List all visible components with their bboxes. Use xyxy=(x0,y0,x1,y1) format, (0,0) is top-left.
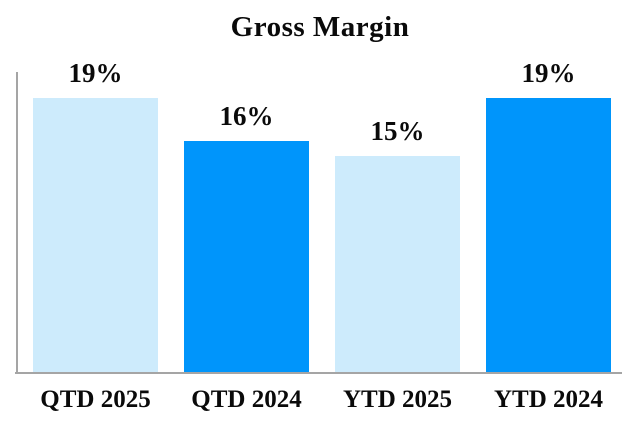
value-label: 15% xyxy=(370,116,425,146)
category-label: QTD 2025 xyxy=(40,386,151,413)
category-label: QTD 2024 xyxy=(191,386,302,413)
bar-qtd-2024 xyxy=(184,141,309,372)
value-label: 16% xyxy=(219,101,274,131)
bar-ytd-2025 xyxy=(335,156,460,372)
y-axis-line xyxy=(16,72,18,374)
category-label: YTD 2024 xyxy=(493,386,604,413)
value-label: 19% xyxy=(521,58,576,88)
value-label: 19% xyxy=(68,58,123,88)
category-label: YTD 2025 xyxy=(342,386,453,413)
bar-qtd-2025 xyxy=(33,98,158,372)
chart-title: Gross Margin xyxy=(230,11,410,43)
bar-ytd-2024 xyxy=(486,98,611,372)
x-axis-line xyxy=(15,372,622,374)
